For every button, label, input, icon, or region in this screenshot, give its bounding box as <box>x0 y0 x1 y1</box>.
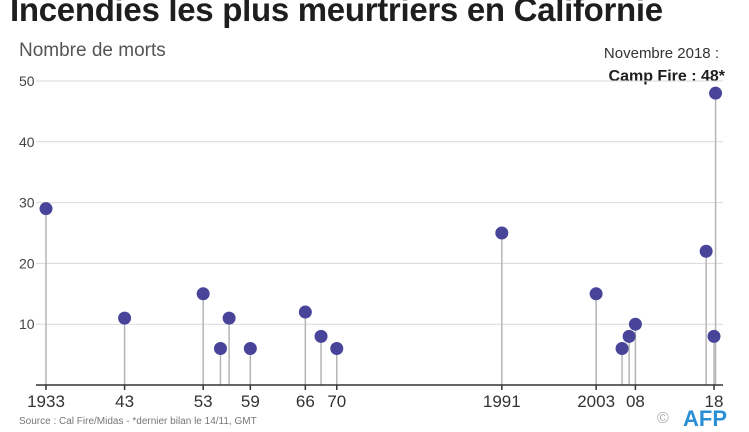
x-tick-label-1991: 1991 <box>483 392 521 411</box>
data-point-1968 <box>314 329 328 343</box>
chart-title: Incendies les plus meurtriers en Califor… <box>10 0 663 28</box>
data-point-1955.2 <box>213 342 227 356</box>
y-tick-label-40: 40 <box>19 134 35 150</box>
x-tick-label-1970: 70 <box>327 392 346 411</box>
data-point-2018 <box>707 329 721 343</box>
x-tick-label-2008: 08 <box>626 392 645 411</box>
y-tick-label-50: 50 <box>19 73 35 89</box>
data-point-1943 <box>118 311 132 325</box>
y-tick-label-30: 30 <box>19 195 35 211</box>
y-tick-label-20: 20 <box>19 255 35 271</box>
copyright-icon: © <box>657 410 669 427</box>
x-tick-label-1953: 53 <box>194 392 213 411</box>
annotation-date: Novembre 2018 : <box>603 45 719 62</box>
x-tick-label-1933: 1933 <box>27 392 65 411</box>
data-point-2006.3 <box>615 342 629 356</box>
data-point-1991 <box>495 226 509 240</box>
data-point-2008 <box>628 317 642 331</box>
data-point-2003 <box>589 287 603 301</box>
data-point-2017 <box>699 244 713 258</box>
x-tick-label-1966: 66 <box>296 392 315 411</box>
data-point-1959 <box>243 342 257 356</box>
afp-logo: AFP <box>683 406 727 431</box>
data-point-1953 <box>196 287 210 301</box>
x-tick-label-2018: 18 <box>705 392 724 411</box>
data-point-2007.2 <box>622 329 636 343</box>
data-point-1966 <box>298 305 312 319</box>
data-point-1970 <box>330 342 344 356</box>
lollipop-chart: 10 20 30 40 50 1933 43 53 59 66 70 1991 2003 08 18 <box>19 73 724 411</box>
data-point-2018.2 <box>709 86 723 100</box>
y-axis-label: Nombre de morts <box>19 40 166 61</box>
y-tick-label-10: 10 <box>19 316 35 332</box>
x-tick-label-1959: 59 <box>241 392 260 411</box>
x-tick-label-1943: 43 <box>115 392 134 411</box>
data-point-1933 <box>39 202 53 216</box>
source-note: Source : Cal Fire/Midas - *dernier bilan… <box>19 416 257 427</box>
data-point-1956.3 <box>222 311 236 325</box>
x-tick-label-2003: 2003 <box>577 392 615 411</box>
